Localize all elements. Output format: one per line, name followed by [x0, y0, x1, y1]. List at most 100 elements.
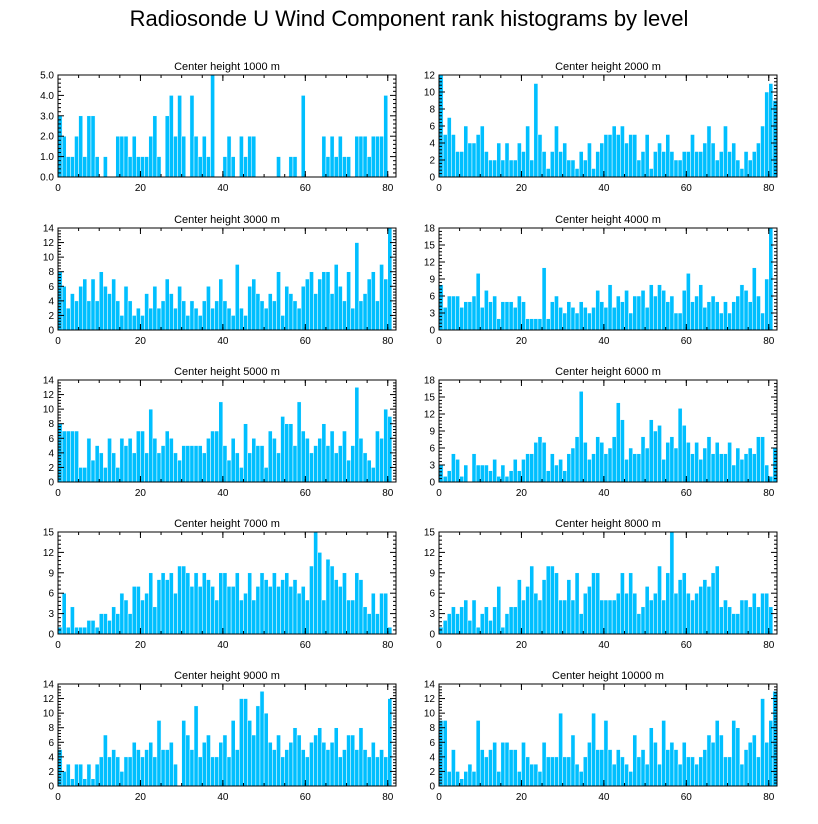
x-tick-label: 20: [516, 640, 528, 651]
y-tick-label: 6: [429, 444, 435, 455]
x-tick-label: 80: [763, 183, 775, 194]
histogram-bar: [735, 727, 741, 787]
y-tick-label: 0: [429, 630, 435, 641]
panel-title: Center height 5000 m: [174, 366, 280, 378]
x-tick-label: 40: [217, 488, 229, 499]
y-tick-label: 4.0: [40, 91, 54, 102]
y-tick-label: 0: [429, 478, 435, 489]
y-tick-label: 9: [429, 275, 435, 286]
histogram-bar: [537, 771, 543, 787]
y-tick-label: 12: [43, 390, 55, 401]
histogram-bar: [595, 749, 601, 787]
y-tick-label: 3: [48, 609, 54, 620]
x-tick-label: 0: [436, 336, 442, 347]
x-tick-label: 20: [135, 183, 147, 194]
y-tick-label: 15: [424, 393, 436, 404]
x-tick-label: 0: [436, 488, 442, 499]
histogram-bar: [620, 756, 625, 787]
histogram-bar: [752, 734, 757, 787]
histogram-bar: [463, 771, 469, 787]
y-tick-label: 10: [43, 405, 55, 416]
x-tick-label: 80: [763, 640, 775, 651]
y-tick-label: 9: [48, 568, 54, 579]
histogram-bar: [500, 742, 506, 787]
x-tick-label: 20: [516, 336, 528, 347]
histogram-bar: [739, 763, 745, 787]
x-tick-label: 40: [217, 183, 229, 194]
x-tick-label: 20: [135, 792, 147, 803]
y-tick-label: 12: [424, 694, 436, 705]
y-tick-label: 3: [429, 309, 435, 320]
y-tick-label: 0: [429, 173, 435, 184]
y-tick-label: 10: [424, 88, 436, 99]
y-tick-label: 6: [429, 738, 435, 749]
y-tick-label: 12: [424, 548, 436, 559]
x-tick-label: 20: [516, 488, 528, 499]
panel-title: Center height 3000 m: [174, 214, 280, 226]
panel-title: Center height 9000 m: [174, 670, 280, 682]
histogram-bar: [743, 749, 749, 787]
histogram-bar: [657, 763, 662, 787]
y-tick-label: 14: [43, 376, 55, 387]
histogram-bar: [446, 771, 452, 787]
histogram-bar: [760, 698, 765, 787]
y-tick-label: 14: [424, 680, 436, 691]
y-tick-label: 12: [43, 238, 55, 249]
histogram-bar: [624, 763, 629, 787]
histogram-bar: [471, 771, 477, 787]
x-tick-label: 60: [681, 488, 693, 499]
y-tick-label: 2: [48, 767, 54, 778]
x-tick-label: 0: [55, 488, 61, 499]
histogram-bar: [607, 749, 613, 787]
y-tick-label: 2: [48, 311, 54, 322]
x-tick-label: 20: [135, 488, 147, 499]
histogram-bar: [710, 742, 716, 787]
histogram-bar: [459, 778, 464, 787]
y-tick-label: 4: [429, 752, 435, 763]
histogram-bar: [566, 756, 572, 787]
x-tick-label: 20: [516, 183, 528, 194]
x-tick-label: 20: [135, 640, 147, 651]
panel-title: Center height 6000 m: [555, 366, 661, 378]
y-tick-label: 0: [48, 478, 54, 489]
y-tick-label: 12: [43, 548, 55, 559]
y-tick-label: 8: [48, 419, 54, 430]
x-tick-label: 60: [300, 336, 312, 347]
x-tick-label: 0: [55, 640, 61, 651]
histogram-bar: [467, 763, 473, 787]
plot-frame: [57, 683, 397, 787]
histogram-bar: [529, 763, 535, 787]
plot-frame: [57, 531, 397, 635]
x-tick-label: 80: [382, 183, 394, 194]
x-tick-label: 80: [763, 488, 775, 499]
y-tick-label: 0: [429, 782, 435, 793]
x-tick-label: 40: [217, 336, 229, 347]
x-tick-label: 20: [135, 336, 147, 347]
y-tick-label: 2.0: [40, 132, 54, 143]
histogram-bar: [541, 742, 547, 787]
histogram-bar: [562, 756, 568, 787]
y-tick-label: 4: [48, 448, 54, 459]
histogram-bar: [636, 756, 642, 787]
histogram-bar: [492, 742, 497, 787]
x-tick-label: 60: [300, 792, 312, 803]
histogram-bar: [632, 734, 638, 787]
figure-title: Radiosonde U Wind Component rank histogr…: [129, 6, 689, 31]
histogram-bar: [648, 727, 654, 787]
histogram-bar: [479, 749, 485, 787]
y-tick-label: 3.0: [40, 111, 54, 122]
panel-title: Center height 8000 m: [555, 518, 661, 530]
x-tick-label: 60: [681, 792, 693, 803]
histogram-bar: [554, 756, 559, 787]
histogram-bar: [727, 756, 732, 787]
y-tick-label: 3: [429, 461, 435, 472]
histogram-bar: [615, 749, 621, 787]
histogram-bar: [574, 763, 580, 787]
histogram-bar: [578, 771, 584, 787]
histogram-bar: [640, 749, 646, 787]
y-tick-label: 3: [429, 609, 435, 620]
